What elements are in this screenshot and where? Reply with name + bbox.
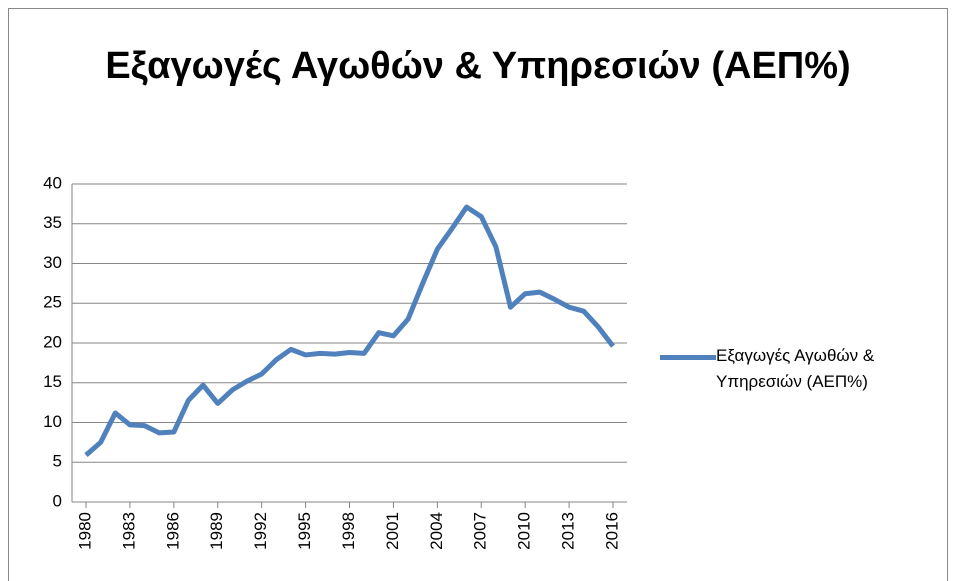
x-tick-label: 1995 xyxy=(295,512,314,550)
frame xyxy=(8,8,948,581)
legend: Εξαγωγές Αγωθών & Υπηρεσιών (ΑΕΠ%) xyxy=(660,343,956,395)
y-tick-label: 40 xyxy=(43,173,62,192)
data-line xyxy=(84,204,615,457)
x-tick-label: 2004 xyxy=(427,512,446,550)
x-tick-label: 2010 xyxy=(515,512,534,550)
x-tick-label: 1980 xyxy=(75,512,94,550)
y-tick-label: 0 xyxy=(53,491,62,510)
y-tick-label: 25 xyxy=(43,293,62,312)
y-tick-label: 30 xyxy=(43,253,62,272)
x-tick-label: 1983 xyxy=(119,512,138,550)
x-tick-label: 2007 xyxy=(471,512,490,550)
x-tick-label: 1986 xyxy=(163,512,182,550)
x-tick-label: 1998 xyxy=(339,512,358,550)
x-tick-label: 1992 xyxy=(251,512,270,550)
y-tick-label: 10 xyxy=(43,412,62,431)
y-tick-label: 15 xyxy=(43,372,62,391)
legend-label: Εξαγωγές Αγωθών & Υπηρεσιών (ΑΕΠ%) xyxy=(716,346,875,391)
chart-title: Εξαγωγές Αγωθών & Υπηρεσιών (ΑΕΠ%) xyxy=(105,45,851,87)
x-tick-label: 2001 xyxy=(383,512,402,550)
x-tick-label: 1989 xyxy=(207,512,226,550)
y-tick-label: 5 xyxy=(53,452,62,471)
legend-swatch xyxy=(660,355,716,360)
x-tick-label: 2016 xyxy=(602,512,621,550)
y-tick-label: 35 xyxy=(43,213,62,232)
x-tick-label: 2013 xyxy=(559,512,578,550)
y-tick-label: 20 xyxy=(43,332,62,351)
